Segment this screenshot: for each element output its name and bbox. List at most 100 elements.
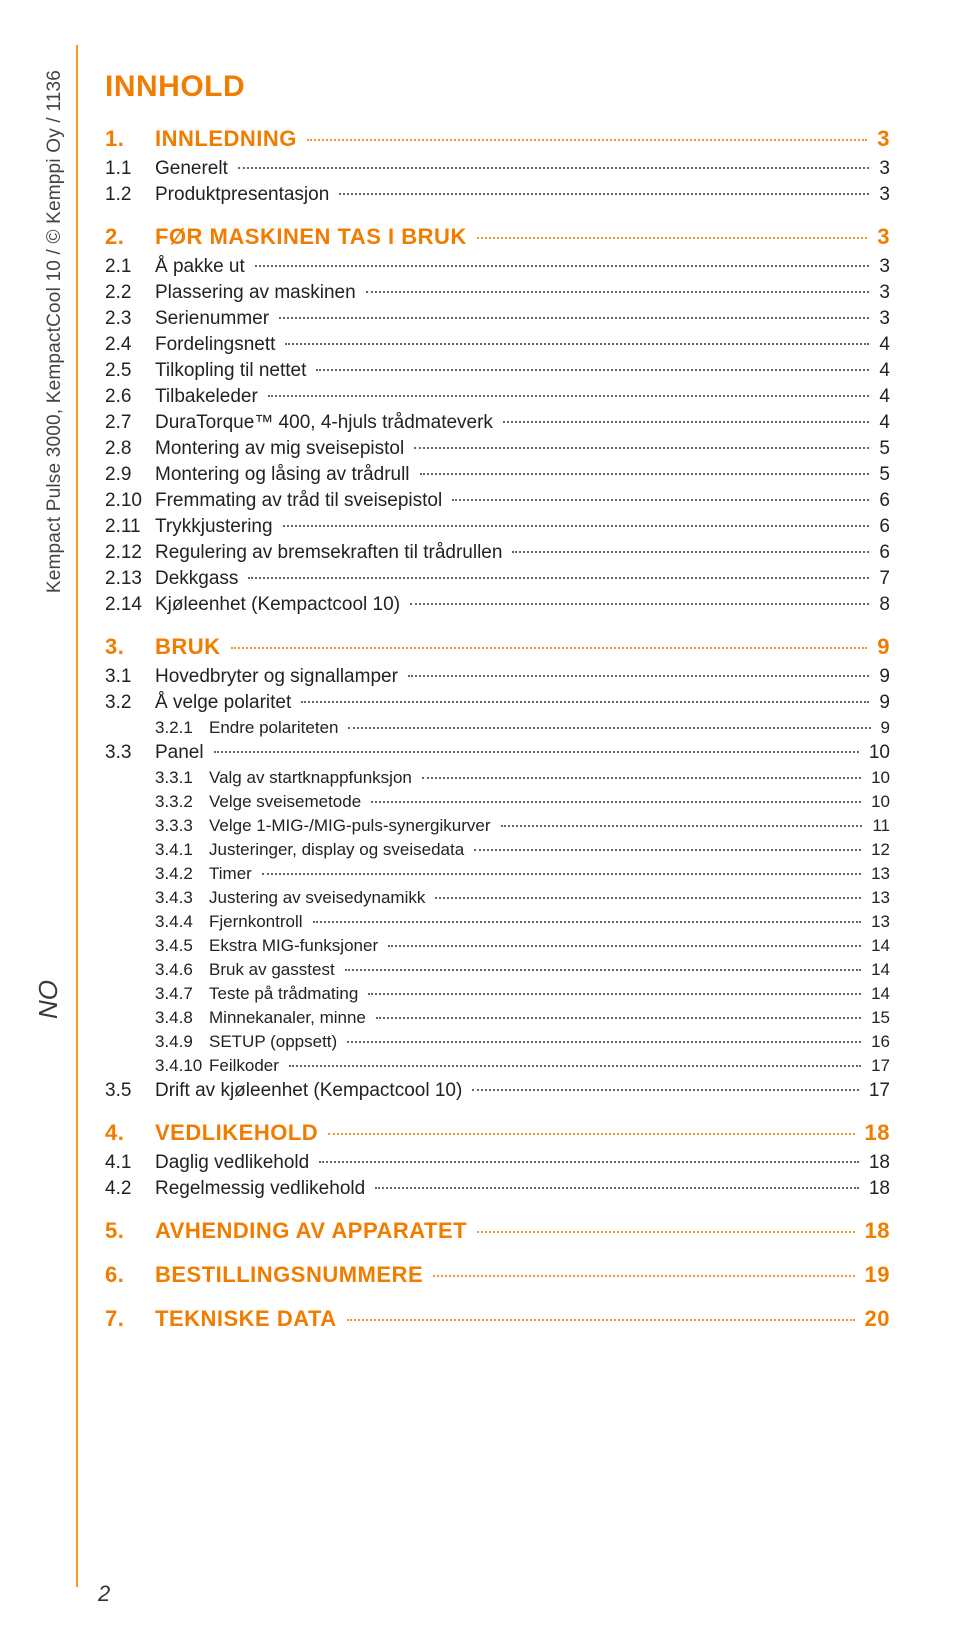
toc-entry[interactable]: 2.9Montering og låsing av trådrull5 bbox=[105, 464, 890, 486]
toc-entry[interactable]: 3.4.7Teste på trådmating14 bbox=[105, 984, 890, 1004]
toc-entry[interactable]: 3.4.4Fjernkontroll13 bbox=[105, 912, 890, 932]
toc-entry-page: 9 bbox=[873, 692, 890, 714]
toc-entry-label: Fjernkontroll bbox=[209, 912, 309, 932]
toc-entry-label: SETUP (oppsett) bbox=[209, 1032, 343, 1052]
toc-entry-page: 18 bbox=[859, 1218, 890, 1244]
toc-entry[interactable]: 2.10Fremmating av tråd til sveisepistol6 bbox=[105, 490, 890, 512]
toc-entry-number: 3.3.3 bbox=[155, 816, 209, 836]
toc-entry[interactable]: 3.2Å velge polaritet9 bbox=[105, 692, 890, 714]
toc-entry[interactable]: 3.4.2Timer13 bbox=[105, 864, 890, 884]
toc-leader-dots bbox=[376, 1017, 861, 1019]
toc-entry[interactable]: 3.4.10Feilkoder17 bbox=[105, 1056, 890, 1076]
toc-entry-number: 3.4.1 bbox=[155, 840, 209, 860]
toc-leader-dots bbox=[435, 897, 861, 899]
toc-entry-label: Plassering av maskinen bbox=[155, 282, 362, 304]
toc-entry[interactable]: 3.3Panel10 bbox=[105, 742, 890, 764]
toc-entry-number: 2.1 bbox=[105, 256, 155, 278]
toc-entry-label: Montering av mig sveisepistol bbox=[155, 438, 410, 460]
toc-entry-label: Ekstra MIG-funksjoner bbox=[209, 936, 384, 956]
toc-entry-page: 17 bbox=[863, 1080, 890, 1102]
toc-entry-page: 4 bbox=[873, 386, 890, 408]
toc-entry-label: Trykkjustering bbox=[155, 516, 279, 538]
toc-leader-dots bbox=[262, 873, 861, 875]
toc-entry-label: Valg av startknappfunksjon bbox=[209, 768, 418, 788]
toc-entry-page: 3 bbox=[873, 256, 890, 278]
toc-entry[interactable]: 7.TEKNISKE DATA20 bbox=[105, 1306, 890, 1332]
toc-entry[interactable]: 2.4Fordelingsnett4 bbox=[105, 334, 890, 356]
toc-leader-dots bbox=[345, 969, 861, 971]
toc-leader-dots bbox=[328, 1133, 854, 1135]
toc-entry-page: 3 bbox=[873, 308, 890, 330]
toc-entry-label: Velge sveisemetode bbox=[209, 792, 367, 812]
toc-entry[interactable]: 3.3.3Velge 1-MIG-/MIG-puls-synergikurver… bbox=[105, 816, 890, 836]
toc-entry-number: 2.9 bbox=[105, 464, 155, 486]
toc-entry[interactable]: 3.3.1Valg av startknappfunksjon10 bbox=[105, 768, 890, 788]
toc-entry[interactable]: 2.5Tilkopling til nettet4 bbox=[105, 360, 890, 382]
toc-entry[interactable]: 3.BRUK9 bbox=[105, 634, 890, 660]
toc-leader-dots bbox=[477, 237, 867, 239]
toc-entry-number: 3.4.4 bbox=[155, 912, 209, 932]
toc-leader-dots bbox=[452, 499, 869, 501]
toc-entry-label: BESTILLINGSNUMMERE bbox=[155, 1262, 429, 1288]
toc-entry-page: 13 bbox=[865, 864, 890, 884]
page-title: INNHOLD bbox=[105, 70, 890, 104]
toc-entry-number: 2.11 bbox=[105, 516, 155, 538]
toc-entry[interactable]: 3.4.6Bruk av gasstest14 bbox=[105, 960, 890, 980]
toc-entry[interactable]: 2.FØR MASKINEN TAS I BRUK3 bbox=[105, 224, 890, 250]
toc-entry[interactable]: 2.14Kjøleenhet (Kempactcool 10)8 bbox=[105, 594, 890, 616]
toc-entry-label: TEKNISKE DATA bbox=[155, 1306, 343, 1332]
toc-entry[interactable]: 3.5Drift av kjøleenhet (Kempactcool 10)1… bbox=[105, 1080, 890, 1102]
toc-entry-page: 3 bbox=[873, 282, 890, 304]
toc-entry-label: Tilbakeleder bbox=[155, 386, 264, 408]
toc-leader-dots bbox=[371, 801, 861, 803]
toc-entry[interactable]: 2.6Tilbakeleder4 bbox=[105, 386, 890, 408]
toc-entry-number: 2.4 bbox=[105, 334, 155, 356]
toc-entry[interactable]: 2.12Regulering av bremsekraften til tråd… bbox=[105, 542, 890, 564]
toc-entry-number: 2. bbox=[105, 224, 155, 250]
toc-entry[interactable]: 2.11Trykkjustering6 bbox=[105, 516, 890, 538]
toc-entry[interactable]: 3.4.1Justeringer, display og sveisedata1… bbox=[105, 840, 890, 860]
toc-entry[interactable]: 5.AVHENDING AV APPARATET 18 bbox=[105, 1218, 890, 1244]
toc-entry[interactable]: 2.3Serienummer3 bbox=[105, 308, 890, 330]
toc-entry[interactable]: 3.1Hovedbryter og signallamper9 bbox=[105, 666, 890, 688]
toc-entry-page: 14 bbox=[865, 960, 890, 980]
toc-entry-page: 4 bbox=[873, 412, 890, 434]
toc-entry-page: 3 bbox=[873, 184, 890, 206]
toc-entry-label: Teste på trådmating bbox=[209, 984, 364, 1004]
toc-entry[interactable]: 3.4.5Ekstra MIG-funksjoner14 bbox=[105, 936, 890, 956]
toc-entry-page: 20 bbox=[859, 1306, 890, 1332]
toc-entry[interactable]: 2.13Dekkgass7 bbox=[105, 568, 890, 590]
toc-entry[interactable]: 3.2.1Endre polariteten9 bbox=[105, 718, 890, 738]
toc-entry-label: Dekkgass bbox=[155, 568, 244, 590]
toc-entry[interactable]: 1.2Produktpresentasjon3 bbox=[105, 184, 890, 206]
toc-entry-number: 2.14 bbox=[105, 594, 155, 616]
toc-entry-label: AVHENDING AV APPARATET bbox=[155, 1218, 473, 1244]
toc-entry[interactable]: 2.2Plassering av maskinen3 bbox=[105, 282, 890, 304]
toc-entry[interactable]: 3.4.8Minnekanaler, minne15 bbox=[105, 1008, 890, 1028]
toc-entry-number: 4.1 bbox=[105, 1152, 155, 1174]
toc-entry-number: 3.3.1 bbox=[155, 768, 209, 788]
toc-entry-page: 3 bbox=[871, 126, 890, 152]
toc-entry[interactable]: 3.4.3Justering av sveisedynamikk13 bbox=[105, 888, 890, 908]
toc-entry[interactable]: 2.7DuraTorque™ 400, 4-hjuls trådmateverk… bbox=[105, 412, 890, 434]
toc-entry-label: Feilkoder bbox=[209, 1056, 285, 1076]
toc-entry-number: 5. bbox=[105, 1218, 155, 1244]
toc-entry-page: 9 bbox=[871, 634, 890, 660]
toc-entry[interactable]: 6.BESTILLINGSNUMMERE19 bbox=[105, 1262, 890, 1288]
toc-leader-dots bbox=[512, 551, 869, 553]
toc-entry[interactable]: 4.VEDLIKEHOLD18 bbox=[105, 1120, 890, 1146]
toc-entry[interactable]: 3.4.9SETUP (oppsett)16 bbox=[105, 1032, 890, 1052]
toc-entry-label: Generelt bbox=[155, 158, 234, 180]
toc-entry-label: Justering av sveisedynamikk bbox=[209, 888, 431, 908]
toc-entry[interactable]: 1.1Generelt3 bbox=[105, 158, 890, 180]
toc-entry[interactable]: 1.INNLEDNING3 bbox=[105, 126, 890, 152]
toc-entry[interactable]: 2.8Montering av mig sveisepistol5 bbox=[105, 438, 890, 460]
toc-entry[interactable]: 4.2Regelmessig vedlikehold18 bbox=[105, 1178, 890, 1200]
toc-entry[interactable]: 2.1Å pakke ut3 bbox=[105, 256, 890, 278]
toc-entry[interactable]: 4.1Daglig vedlikehold18 bbox=[105, 1152, 890, 1174]
toc-entry-number: 2.12 bbox=[105, 542, 155, 564]
toc-entry-label: Daglig vedlikehold bbox=[155, 1152, 315, 1174]
toc-leader-dots bbox=[348, 727, 870, 729]
toc-leader-dots bbox=[433, 1275, 854, 1277]
toc-entry[interactable]: 3.3.2Velge sveisemetode10 bbox=[105, 792, 890, 812]
